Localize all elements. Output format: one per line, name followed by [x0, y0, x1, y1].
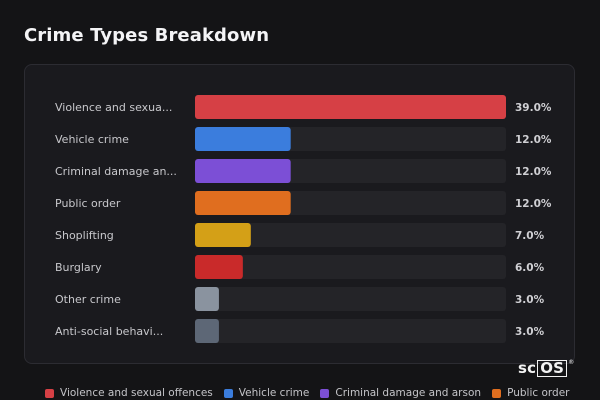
legend-label: Public order [507, 387, 570, 399]
legend-label: Vehicle crime [238, 387, 310, 399]
bar-value-label: 3.0% [515, 326, 545, 338]
bar-label: Other crime [55, 293, 121, 306]
bar[interactable] [195, 127, 291, 151]
legend-swatch [223, 388, 233, 398]
legend-item[interactable]: Public order [492, 387, 569, 399]
bar[interactable] [195, 287, 219, 311]
bar-value-label: 12.0% [515, 166, 552, 178]
bar-value-label: 12.0% [515, 134, 552, 146]
bar-value-label: 3.0% [515, 294, 545, 306]
bar-chart: Violence and sexua... 39.0% Vehicle crime 1… [55, 95, 552, 343]
legend-label: Violence and sexual offences [60, 387, 213, 399]
watermark-boxed-text: OS [537, 359, 568, 377]
bar[interactable] [195, 255, 243, 279]
legend-swatch [492, 388, 502, 398]
legend-swatch [320, 388, 330, 398]
bar-value-label: 6.0% [515, 262, 545, 274]
legend-item[interactable]: Violence and sexual offences [45, 387, 213, 399]
registered-mark: ® [568, 359, 575, 366]
bar-track [195, 255, 506, 279]
chart-legend: Violence and sexual offences Vehicle crim… [45, 386, 580, 400]
scos-watermark-logo: sc OS ® [518, 359, 574, 377]
legend-swatch [45, 388, 54, 398]
page-title: Crime Types Breakdown [24, 25, 270, 46]
bar-label: Violence and sexua... [55, 101, 172, 114]
bar-value-label: 12.0% [515, 198, 552, 210]
bar[interactable] [195, 223, 251, 247]
bar[interactable] [195, 159, 291, 183]
watermark-prefix: sc [518, 359, 537, 377]
legend-item[interactable]: Criminal damage and arson [320, 387, 481, 399]
bar[interactable] [195, 319, 219, 343]
bar-track [195, 223, 506, 247]
bar-label: Anti-social behavi... [55, 325, 163, 338]
bar[interactable] [195, 191, 291, 215]
bar-value-label: 7.0% [515, 230, 545, 242]
bar-label: Public order [55, 197, 121, 210]
bar-label: Criminal damage an... [55, 165, 177, 178]
legend-label: Criminal damage and arson [335, 387, 482, 399]
chart-panel: Violence and sexua... 39.0% Vehicle crime 1… [24, 64, 575, 364]
bar-track [195, 319, 506, 343]
bar-label: Shoplifting [55, 229, 114, 242]
legend-item[interactable]: Vehicle crime [223, 387, 310, 399]
bar-value-label: 39.0% [515, 102, 552, 114]
bar[interactable] [195, 95, 506, 119]
bar-label: Burglary [55, 261, 102, 274]
bar-track [195, 287, 506, 311]
bar-label: Vehicle crime [55, 133, 129, 146]
